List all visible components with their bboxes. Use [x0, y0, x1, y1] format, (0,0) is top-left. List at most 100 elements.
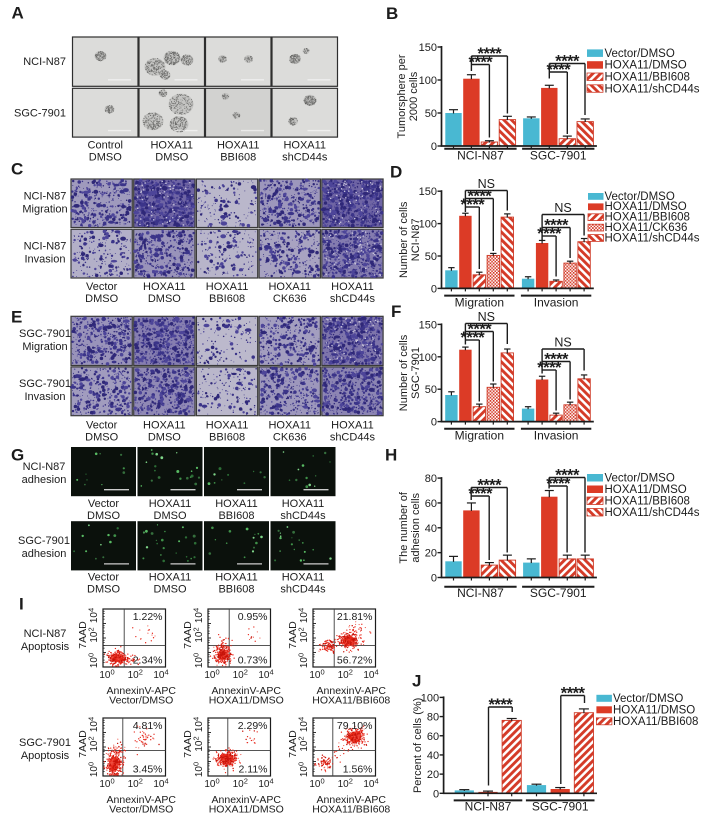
svg-text:HOXA11/shCD44s: HOXA11/shCD44s	[605, 507, 700, 519]
svg-text:NCI-N87: NCI-N87	[457, 149, 504, 163]
svg-text:DMSO: DMSO	[148, 432, 181, 444]
svg-text:Vector: Vector	[86, 420, 118, 432]
svg-text:50: 50	[425, 384, 437, 396]
svg-text:DMSO: DMSO	[154, 584, 187, 596]
svg-text:BBI608: BBI608	[209, 432, 245, 444]
svg-text:Vector/DMSO: Vector/DMSO	[605, 48, 675, 60]
svg-text:HOXA11/DMSO: HOXA11/DMSO	[605, 60, 687, 72]
svg-text:DMSO: DMSO	[87, 584, 120, 596]
svg-text:NCI-N87: NCI-N87	[465, 800, 512, 814]
svg-text:****: ****	[477, 477, 502, 495]
svg-text:0: 0	[431, 141, 437, 153]
svg-text:7AAD: 7AAD	[182, 621, 194, 649]
svg-text:100: 100	[419, 75, 437, 87]
svg-text:HOXA11/BBI608: HOXA11/BBI608	[605, 72, 690, 84]
svg-text:4.81%: 4.81%	[133, 720, 163, 732]
svg-text:HOXA11: HOXA11	[282, 572, 325, 584]
svg-text:Invasion: Invasion	[534, 296, 579, 310]
svg-text:150: 150	[419, 186, 437, 198]
svg-text:80: 80	[425, 473, 437, 485]
svg-text:AnnexinV-APC: AnnexinV-APC	[107, 794, 177, 806]
svg-text:****: ****	[468, 485, 493, 503]
svg-text:HOXA11/shCD44s: HOXA11/shCD44s	[605, 83, 700, 95]
svg-text:Vector/DMSO: Vector/DMSO	[605, 473, 675, 485]
svg-text:HOXA11/DMSO: HOXA11/DMSO	[613, 704, 695, 716]
svg-text:100: 100	[419, 219, 437, 231]
svg-text:DMSO: DMSO	[148, 293, 181, 305]
svg-text:NCI-N87: NCI-N87	[410, 218, 422, 261]
svg-text:HOXA11/DMSO: HOXA11/DMSO	[605, 201, 687, 213]
svg-text:HOXA11: HOXA11	[149, 498, 192, 510]
svg-text:HOXA11: HOXA11	[215, 572, 258, 584]
svg-text:Apoptosis: Apoptosis	[21, 641, 70, 653]
svg-text:CK636: CK636	[273, 293, 307, 305]
svg-text:SGC-7901: SGC-7901	[410, 347, 422, 399]
svg-text:7AAD: 7AAD	[77, 621, 89, 649]
svg-text:Invasion: Invasion	[534, 429, 579, 443]
svg-text:3.45%: 3.45%	[133, 764, 163, 776]
svg-text:HOXA11/BBI608: HOXA11/BBI608	[605, 496, 690, 508]
svg-text:The number of: The number of	[398, 491, 410, 563]
svg-text:Number of cells: Number of cells	[398, 201, 410, 278]
svg-text:DMSO: DMSO	[85, 293, 118, 305]
svg-text:0: 0	[431, 417, 437, 429]
svg-text:****: ****	[546, 475, 571, 493]
svg-text:Vector/DMSO: Vector/DMSO	[613, 693, 683, 705]
svg-text:Vector: Vector	[88, 498, 120, 510]
svg-text:adhesion: adhesion	[22, 548, 67, 560]
svg-text:1.56%: 1.56%	[343, 764, 373, 776]
svg-text:HOXA11: HOXA11	[331, 281, 374, 293]
svg-text:Vector/DMSO: Vector/DMSO	[605, 191, 675, 203]
svg-text:79.10%: 79.10%	[337, 720, 373, 732]
svg-text:DMSO: DMSO	[155, 152, 188, 164]
svg-text:SGC-7901: SGC-7901	[530, 149, 587, 163]
svg-text:Migration: Migration	[22, 341, 67, 353]
svg-text:56.72%: 56.72%	[337, 655, 373, 667]
svg-text:E: E	[11, 308, 22, 327]
svg-text:HOXA11/BBI608: HOXA11/BBI608	[613, 716, 698, 728]
svg-text:NCI-N87: NCI-N87	[24, 628, 67, 640]
svg-text:HOXA11/DMSO: HOXA11/DMSO	[605, 484, 687, 496]
svg-text:Vector/DMSO: Vector/DMSO	[109, 695, 173, 707]
svg-text:****: ****	[546, 61, 571, 79]
svg-text:7AAD: 7AAD	[182, 730, 194, 758]
svg-text:shCD44s: shCD44s	[280, 510, 326, 522]
svg-text:shCD44s: shCD44s	[330, 432, 376, 444]
svg-text:AnnexinV-APC: AnnexinV-APC	[107, 685, 177, 697]
svg-text:2000 cells: 2000 cells	[408, 71, 420, 121]
svg-text:NCI-N87: NCI-N87	[24, 241, 67, 253]
svg-text:HOXA11/BBI608: HOXA11/BBI608	[312, 804, 390, 816]
svg-text:NS: NS	[554, 336, 571, 350]
svg-text:Vector: Vector	[86, 281, 118, 293]
svg-text:AnnexinV-APC: AnnexinV-APC	[212, 685, 282, 697]
svg-text:AnnexinV-APC: AnnexinV-APC	[317, 794, 387, 806]
svg-text:****: ****	[555, 467, 580, 485]
svg-text:7AAD: 7AAD	[287, 730, 299, 758]
svg-text:Invasion: Invasion	[25, 391, 66, 403]
svg-text:0.95%: 0.95%	[238, 611, 268, 623]
svg-text:HOXA11/DMSO: HOXA11/DMSO	[209, 695, 284, 707]
svg-text:****: ****	[544, 351, 569, 369]
svg-text:NCI-N87: NCI-N87	[24, 191, 67, 203]
svg-text:Number of cells: Number of cells	[398, 334, 410, 411]
svg-text:SGC-7901: SGC-7901	[532, 800, 589, 814]
svg-text:20: 20	[425, 548, 437, 560]
svg-text:2.34%: 2.34%	[133, 655, 163, 667]
svg-text:****: ****	[461, 329, 486, 347]
svg-text:HOXA11: HOXA11	[217, 140, 260, 152]
svg-text:0: 0	[431, 283, 437, 295]
svg-text:HOXA11/CK636: HOXA11/CK636	[605, 222, 688, 234]
svg-text:HOXA11: HOXA11	[206, 420, 249, 432]
svg-text:J: J	[412, 672, 421, 691]
svg-text:1.22%: 1.22%	[133, 611, 163, 623]
svg-text:****: ****	[489, 696, 514, 714]
svg-text:0.73%: 0.73%	[238, 655, 268, 667]
svg-text:HOXA11/shCD44s: HOXA11/shCD44s	[605, 232, 700, 244]
svg-text:AnnexinV-APC: AnnexinV-APC	[212, 794, 282, 806]
svg-text:****: ****	[537, 359, 562, 377]
svg-text:SGC-7901: SGC-7901	[19, 378, 71, 390]
svg-text:150: 150	[419, 42, 437, 54]
svg-text:BBI608: BBI608	[220, 152, 256, 164]
svg-text:F: F	[391, 302, 401, 321]
svg-text:20: 20	[427, 769, 439, 781]
